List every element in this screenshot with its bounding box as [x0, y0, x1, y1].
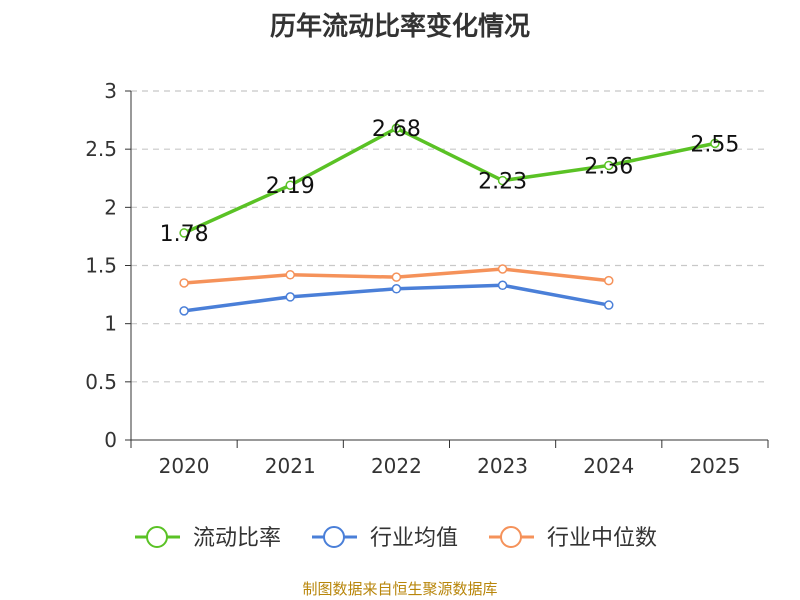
- data-label: 2.55: [690, 132, 739, 157]
- data-point: [497, 175, 508, 186]
- legend-marker: [500, 526, 522, 548]
- x-tick-label: 2021: [265, 454, 316, 478]
- legend: 流动比率 行业均值 行业中位数: [135, 526, 657, 551]
- legend-marker: [323, 526, 345, 548]
- data-point: [391, 123, 402, 133]
- y-tick-label: 0.5: [85, 370, 117, 394]
- y-tick-label: 1.5: [85, 254, 117, 278]
- data-point: [710, 138, 720, 149]
- data-point: [604, 275, 614, 286]
- data-point: [179, 228, 189, 238]
- data-point: [285, 292, 295, 302]
- legend-item: 流动比率: [135, 526, 281, 551]
- series-line: [183, 126, 716, 235]
- y-tick-label: 3: [104, 79, 117, 103]
- data-point: [285, 270, 295, 280]
- grid-lines: [131, 90, 768, 383]
- data-label: 2.19: [266, 174, 315, 199]
- data-point: [497, 264, 508, 274]
- x-tick-label: 2025: [689, 454, 740, 478]
- data-label: 2.68: [372, 117, 421, 142]
- data-point: [391, 284, 402, 294]
- legend-label: 流动比率: [193, 526, 281, 551]
- data-point: [497, 280, 508, 291]
- series-lines: [179, 123, 720, 316]
- legend-label: 行业中位数: [547, 526, 657, 551]
- data-point: [285, 180, 295, 190]
- data-label: 2.23: [478, 170, 527, 195]
- x-tick-label: 2020: [159, 454, 210, 478]
- legend-item: 行业均值: [312, 526, 458, 551]
- source-note: 制图数据来自恒生聚源数据库: [302, 580, 498, 598]
- y-tick-label: 2.5: [85, 137, 117, 161]
- x-tick-label: 2022: [371, 454, 422, 478]
- data-point: [179, 278, 189, 288]
- data-labels: 1.78 2.19 2.68 2.23 2.36 2.55: [160, 117, 740, 247]
- data-point: [604, 300, 614, 310]
- x-tick-label: 2023: [477, 454, 528, 478]
- y-tick-label: 2: [104, 195, 117, 219]
- y-tick-label: 0: [104, 428, 117, 452]
- axes: 0 0.5 1 1.5 2 2.5 3 2020 2021 2022 2023 2024 2025: [85, 79, 769, 478]
- legend-label: 行业均值: [370, 526, 458, 551]
- chart-title: 历年流动比率变化情况: [269, 12, 530, 42]
- x-tick-label: 2024: [583, 454, 634, 478]
- data-point: [179, 306, 189, 316]
- data-point: [391, 272, 402, 282]
- legend-marker: [146, 526, 168, 548]
- data-point: [604, 160, 614, 171]
- data-label: 2.36: [584, 154, 633, 179]
- y-tick-label: 1: [104, 312, 117, 336]
- data-label: 1.78: [160, 222, 209, 247]
- legend-item: 行业中位数: [489, 526, 657, 551]
